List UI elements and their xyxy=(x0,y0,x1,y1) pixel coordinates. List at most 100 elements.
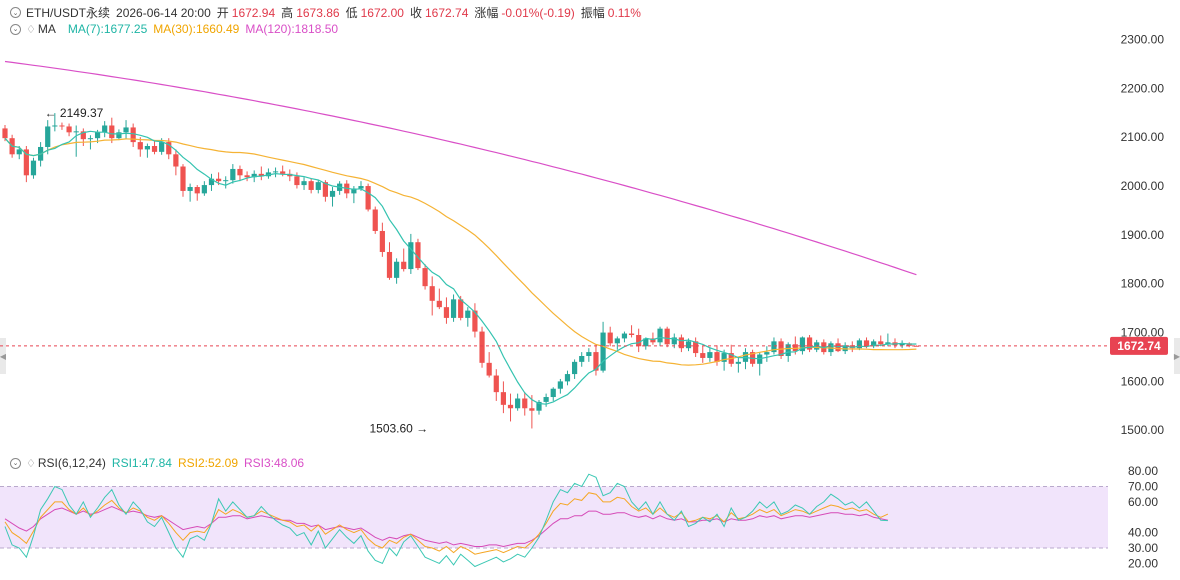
scroll-right-handle[interactable]: ▶ xyxy=(1174,338,1180,374)
candle-body xyxy=(308,181,314,190)
price-tick-label: 1600.00 xyxy=(1121,374,1165,388)
candle-body xyxy=(151,146,158,152)
candle-body xyxy=(486,362,492,376)
candle-body xyxy=(130,127,136,143)
rsi-tick-label: 30.00 xyxy=(1128,541,1158,555)
candle-body xyxy=(408,242,414,270)
candle-body xyxy=(94,132,101,139)
change-value: -0.01%(-0.19) xyxy=(501,5,575,20)
candle-body xyxy=(230,168,236,181)
high-annotation: ← 2149.37 xyxy=(45,106,104,120)
alert-bell-icon[interactable]: ♢ xyxy=(26,23,36,36)
collapse-toggle-icon[interactable]: ⌄ xyxy=(10,457,21,469)
collapse-toggle-icon[interactable]: ⌄ xyxy=(10,23,21,35)
ohlc-header: ⌄ ETH/USDT永续 2026-06-14 20:00 开 1672.94 … xyxy=(10,4,647,21)
candle-body xyxy=(550,388,556,398)
candle-body xyxy=(536,401,542,411)
ma30-legend: MA(30):1660.49 xyxy=(153,22,240,36)
candle-body xyxy=(401,261,407,270)
candle-body xyxy=(237,168,243,176)
ma-legend: ⌄ ♢ MA MA(7):1677.25 MA(30):1660.49 MA(1… xyxy=(10,22,344,36)
scroll-left-handle[interactable]: ◀ xyxy=(0,338,6,374)
candle-body xyxy=(258,173,264,177)
low-value: 1672.00 xyxy=(360,5,404,20)
candle-body xyxy=(358,186,364,189)
rsi2-line xyxy=(4,492,889,555)
candle-body xyxy=(450,299,457,318)
candle-body xyxy=(109,125,115,139)
candle-body xyxy=(351,188,357,194)
candle-body xyxy=(102,125,108,133)
candle-body xyxy=(863,340,870,347)
candle-body xyxy=(415,242,421,269)
candle-body xyxy=(137,142,143,150)
candle-body xyxy=(650,338,656,343)
candle-body xyxy=(693,341,699,354)
price-tick-label: 1700.00 xyxy=(1121,326,1165,340)
candle-body xyxy=(529,408,535,411)
candle-body xyxy=(159,142,165,152)
candle-body xyxy=(272,171,279,173)
candle-body xyxy=(878,341,884,345)
price-tick-label: 2000.00 xyxy=(1121,179,1165,193)
candle-body xyxy=(792,344,798,352)
alert-bell-icon[interactable]: ♢ xyxy=(26,457,36,470)
candle-body xyxy=(557,381,563,389)
price-tick-label: 2100.00 xyxy=(1121,130,1165,144)
candle-body xyxy=(216,178,222,182)
candle-body xyxy=(52,125,58,127)
candle-body xyxy=(123,127,129,133)
candle-body xyxy=(465,310,471,318)
rsi-tick-label: 20.00 xyxy=(1128,556,1158,570)
candle-body xyxy=(372,209,378,231)
rsi3-legend: RSI3:48.06 xyxy=(244,456,305,470)
close-value: 1672.74 xyxy=(425,5,469,20)
rsi3-line xyxy=(4,505,889,548)
candle-body xyxy=(244,175,250,178)
candle-body xyxy=(436,300,442,308)
candle-body xyxy=(201,185,207,194)
candle-body xyxy=(251,173,257,178)
low-annotation: 1503.60 → xyxy=(369,421,428,435)
candle-body xyxy=(458,299,464,318)
candle-body xyxy=(664,328,670,345)
rsi-label: RSI(6,12,24) xyxy=(37,456,106,470)
candle-body xyxy=(657,328,663,343)
candle-body xyxy=(849,345,855,349)
candle-body xyxy=(564,374,571,382)
low-label: 低 xyxy=(345,6,358,20)
price-tick-label: 2300.00 xyxy=(1121,33,1165,47)
high-label: 高 xyxy=(281,6,294,20)
candle-body xyxy=(785,344,791,356)
candle-body xyxy=(45,126,51,147)
open-label: 开 xyxy=(216,6,229,20)
candle-body xyxy=(493,375,499,393)
candle-body xyxy=(322,182,328,197)
ma7-legend: MA(7):1677.25 xyxy=(67,22,148,36)
candle-body xyxy=(66,126,72,133)
candle-body xyxy=(764,352,770,355)
candle-body xyxy=(507,404,514,409)
candle-body xyxy=(586,352,592,356)
candle-body xyxy=(899,343,905,346)
candle-body xyxy=(721,353,727,362)
last-price-tag xyxy=(1110,336,1168,355)
rsi-tick-label: 40.00 xyxy=(1128,526,1158,540)
candle-body xyxy=(59,125,65,127)
rsi-tick-label: 70.00 xyxy=(1128,480,1158,494)
ma7-line xyxy=(4,130,917,405)
candle-body xyxy=(73,131,79,133)
collapse-toggle-icon[interactable]: ⌄ xyxy=(10,7,21,18)
rsi-legend: ⌄ ♢ RSI(6,12,24) RSI1:47.84 RSI2:52.09 R… xyxy=(10,456,310,470)
candle-body xyxy=(180,166,186,191)
candle-body xyxy=(116,132,122,139)
candle-body xyxy=(379,230,385,252)
candle-body xyxy=(443,307,450,318)
candle-body xyxy=(194,187,200,194)
candle-body xyxy=(628,333,635,335)
candle-body xyxy=(885,342,891,345)
candle-body xyxy=(315,182,321,190)
candle-body xyxy=(607,332,613,344)
candle-body xyxy=(714,352,720,362)
